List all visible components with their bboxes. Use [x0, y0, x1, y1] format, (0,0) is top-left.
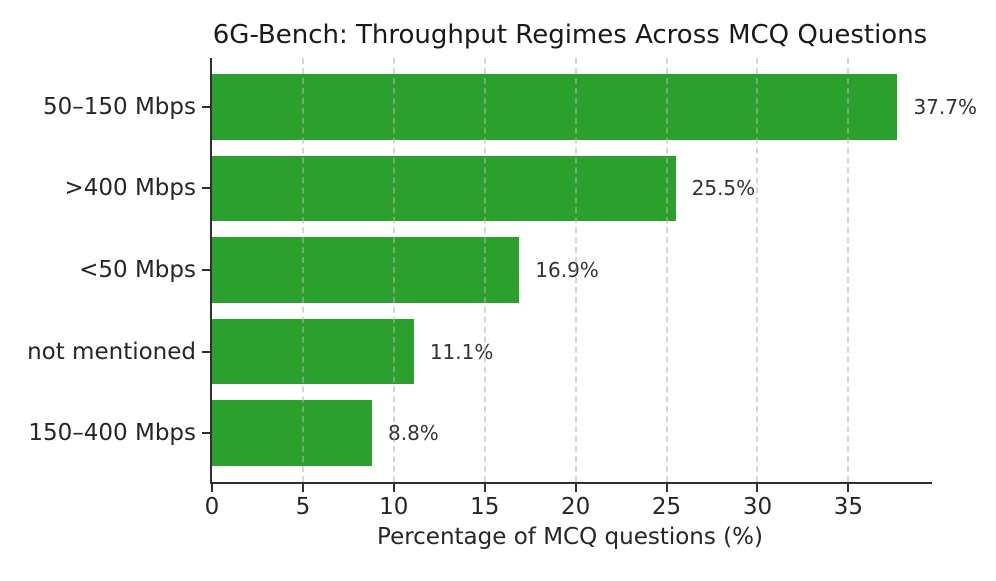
x-tick-label-30: 30 — [742, 494, 773, 520]
x-tick-mark-20 — [574, 484, 577, 492]
x-tick-mark-5 — [301, 484, 304, 492]
gridline-5 — [301, 58, 304, 482]
x-tick-label-5: 5 — [295, 494, 311, 520]
x-tick-label-25: 25 — [651, 494, 682, 520]
x-tick-mark-0 — [211, 484, 213, 492]
y-tick-label-400-mbps: >400 Mbps — [64, 175, 196, 202]
gridline-20 — [574, 58, 577, 482]
y-tick-mark-50-mbps — [202, 269, 210, 271]
value-label-not-mentioned: 11.1% — [429, 339, 494, 364]
plot-area: 37.7% 50–150 Mbps 25.5% >400 Mbps 16.9% <50 M… — [27, 58, 977, 520]
y-tick-label-50-150-mbps: 50–150 Mbps — [42, 93, 196, 120]
y-tick-label-50-mbps: <50 Mbps — [79, 257, 196, 283]
y-tick-label-150-400-mbps: 150–400 Mbps — [28, 420, 196, 447]
x-tick-label-20: 20 — [560, 494, 591, 520]
y-tick-mark-400-mbps — [202, 187, 210, 190]
value-label-400-mbps: 25.5% — [691, 176, 756, 201]
bar-50-150-mbps — [212, 74, 898, 140]
x-tick-label-0: 0 — [204, 494, 220, 520]
y-tick-mark-50-150-mbps — [202, 105, 210, 108]
value-label-150-400-mbps: 8.8% — [388, 421, 439, 446]
gridline-25 — [665, 58, 668, 482]
gridline-35 — [847, 58, 850, 482]
x-tick-mark-15 — [483, 484, 486, 492]
x-tick-mark-10 — [392, 484, 395, 492]
x-tick-mark-30 — [756, 484, 759, 492]
value-label-50-mbps: 16.9% — [535, 258, 599, 282]
bar-not-mentioned — [212, 318, 414, 385]
x-tick-mark-25 — [665, 484, 668, 492]
bar-50-mbps — [212, 237, 520, 303]
x-tick-label-10: 10 — [379, 494, 409, 520]
x-tick-label-35: 35 — [833, 494, 863, 520]
bar-400-mbps — [212, 155, 676, 222]
x-tick-label-15: 15 — [470, 494, 500, 520]
y-tick-label-not-mentioned: not mentioned — [27, 338, 196, 365]
y-tick-mark-not-mentioned — [202, 350, 210, 353]
chart-title: 6G-Bench: Throughput Regimes Across MCQ … — [212, 20, 928, 50]
value-label-50-150-mbps: 37.7% — [913, 94, 977, 119]
gridline-10 — [392, 58, 395, 482]
bar-150-400-mbps — [212, 400, 372, 466]
x-tick-mark-35 — [847, 484, 850, 492]
x-axis-title: Percentage of MCQ questions (%) — [377, 524, 763, 550]
y-tick-mark-150-400-mbps — [202, 432, 210, 435]
gridline-15 — [483, 58, 486, 482]
gridline-30 — [756, 58, 759, 482]
